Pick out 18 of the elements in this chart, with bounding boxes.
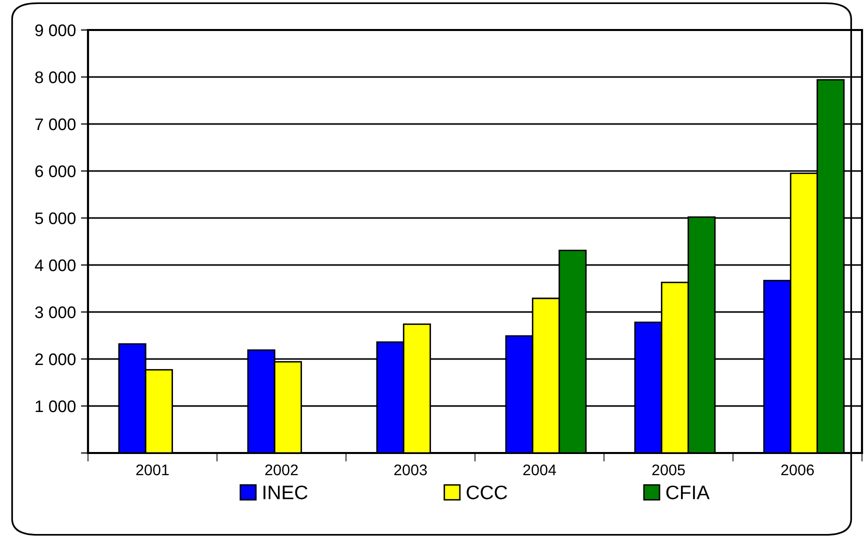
y-tick-label: 9 000 [35, 24, 76, 36]
x-tick-label: 2003 [394, 464, 427, 476]
x-tick-label: 2005 [652, 464, 685, 476]
y-tick-label: 2 000 [35, 353, 76, 366]
y-tick-label: 4 000 [34, 259, 76, 272]
y-tick-label: 7 000 [35, 118, 76, 130]
y-tick-label: 3 000 [35, 306, 76, 318]
y-tick-label: 6 000 [35, 165, 76, 178]
y-tick-label: 5 000 [35, 212, 76, 224]
y-tick-label: 1 000 [36, 400, 76, 412]
legend-label: INEC [264, 486, 308, 500]
legend-label: CCC [466, 486, 508, 500]
x-tick-label: 2002 [265, 464, 298, 476]
x-tick-label: 2001 [136, 464, 169, 476]
y-tick-label: 8 000 [35, 71, 76, 84]
x-tick-label: 2006 [781, 464, 814, 476]
x-tick-label: 2004 [523, 464, 556, 476]
legend-label: CFIA [666, 486, 710, 500]
